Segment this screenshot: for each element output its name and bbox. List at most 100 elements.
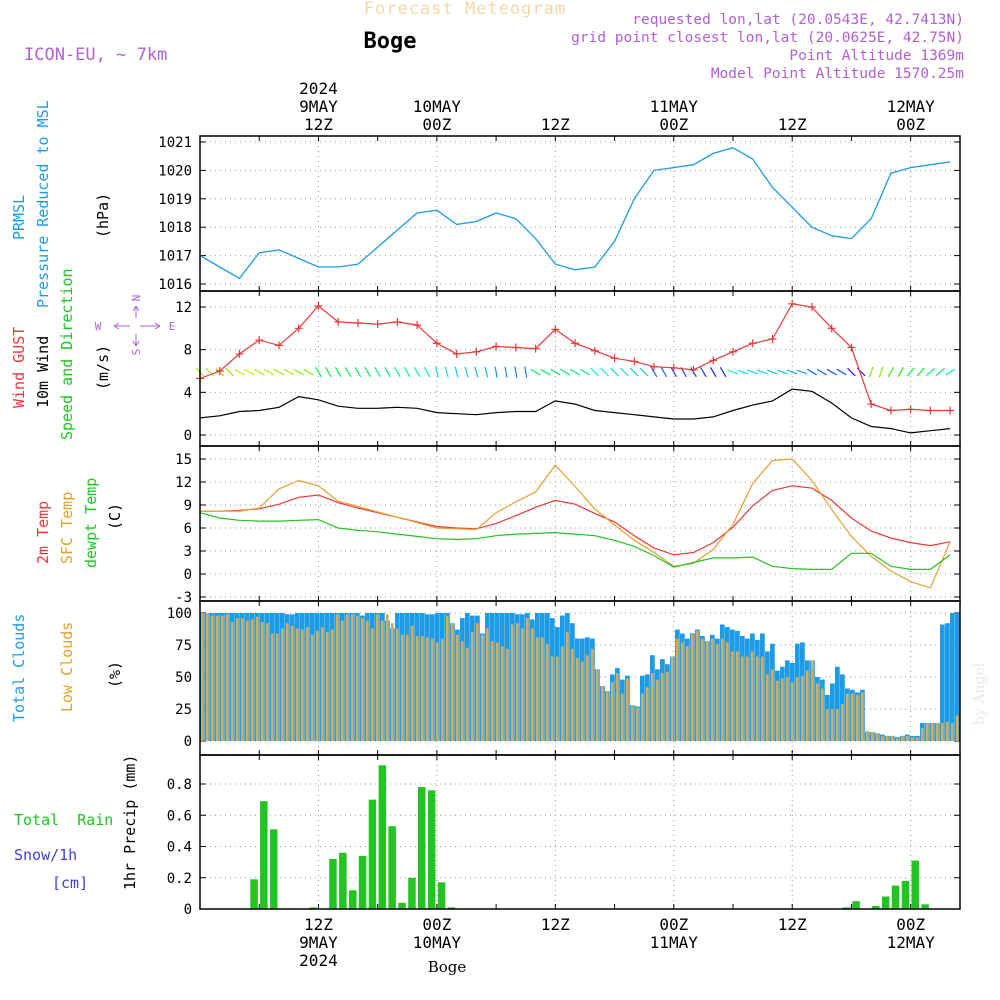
low-cloud-bar [580,661,584,741]
low-cloud-bar [430,638,434,741]
compass-w: W [95,320,102,333]
wind-arrow [610,367,619,377]
wind-direction-arrows [195,366,956,378]
low-cloud-bar [560,646,564,741]
low-cloud-bar [410,625,414,741]
top-time-label: 12Z [541,115,570,134]
wind-arrow [254,368,265,376]
gust-marker [630,357,639,366]
top-time-label: 00Z [896,115,925,134]
top-time-label: 11MAY [650,97,699,116]
rain-bar [881,896,890,909]
low-cloud-bar [505,648,509,741]
low-cloud-bar [575,657,579,741]
top-time-label: 12MAY [887,97,936,116]
bottom-time-label: 11MAY [650,933,699,952]
rain-bar [309,907,317,909]
low-cloud-bar [420,636,424,741]
gust-marker [274,341,283,350]
low-cloud-bar [650,673,654,741]
precip-panel: Total Rain Snow/1h [cm] 1hr Precip (mm) … [14,754,961,918]
wind-arrow [303,368,314,376]
low-cloud-bar [930,723,934,741]
top-time-label: 10MAY [413,97,462,116]
low-cloud-bar [360,618,364,741]
low-cloud-bar [295,628,299,741]
low-cloud-bar [425,637,429,741]
low-cloud-bar [935,723,939,741]
clouds-ytick-label: 100 [167,606,192,622]
temp-ytick-label: -3 [175,590,192,606]
low-cloud-bar [620,693,624,741]
total-cloud-bar [940,624,945,741]
wind-label-10m: 10m Wind [34,336,52,408]
low-cloud-bar [825,709,829,741]
low-cloud-bar [640,693,644,741]
rain-bar [418,787,426,909]
rain-bar [408,877,416,910]
low-cloud-bar [605,691,609,741]
bottom-time-label: 12MAY [887,933,936,952]
low-cloud-bar [790,682,794,741]
prmsl-line [199,146,951,280]
wind-arrow [344,366,352,378]
low-cloud-bar [530,628,534,741]
low-cloud-bar [625,678,629,741]
gust-marker [807,303,816,311]
wind-arrow [639,367,649,377]
low-cloud-bar [415,636,419,741]
rain-bar [368,799,377,909]
wind-arrow [700,366,707,378]
bottom-time-label: 00Z [896,915,925,934]
low-cloud-bar [435,642,439,741]
wind-arrow [315,366,322,378]
low-cloud-bar [910,737,914,741]
wind-arrow [283,368,294,376]
dew-line [199,512,951,570]
bottom-time-label: 2024 [299,951,338,970]
low-cloud-bar [550,656,554,741]
low-cloud-bar [615,673,619,741]
low-cloud-bar [565,632,569,741]
wind-arrow [757,369,769,375]
wind-arrow [444,366,449,378]
low-cloud-bar [330,629,334,741]
low-cloud-bar [875,733,879,741]
precip-ytick-label: 0.8 [167,777,192,793]
low-cloud-bar [870,732,874,741]
low-cloud-bar [855,694,859,741]
pressure-label-prmsl: PRMSL [10,195,28,240]
low-cloud-bar [775,680,779,741]
pressure-panel: PRMSL Pressure Reduced to MSL (hPa) 1016… [10,100,961,308]
bottom-time-label: 00Z [422,915,451,934]
low-cloud-bar [465,647,469,741]
cloud-bars [200,613,960,741]
rain-bar [260,801,268,909]
low-cloud-bar [220,615,224,741]
clouds-panel: Total Clouds Low Clouds (%) 0 25 50 75 100 [10,600,961,756]
low-cloud-bar [730,651,734,741]
wind-arrow [836,368,847,376]
wind-arrow [847,367,856,377]
requested-coords: requested lon,lat (20.0543E, 42.7413N) [632,12,964,28]
low-cloud-bar [445,615,449,741]
gust-marker [590,346,599,355]
low-cloud-bar [385,614,389,741]
low-cloud-bar [725,642,729,741]
gust-marker [511,343,520,352]
low-cloud-bar [635,707,639,741]
compass-s: S [130,349,143,356]
rain-bar [358,855,367,909]
wind-arrow [244,368,255,376]
wind-arrow [887,366,895,378]
gust-marker [847,343,856,352]
low-cloud-bar [400,634,404,741]
low-cloud-bar [740,656,744,741]
wind-arrow [264,368,275,376]
pressure-ytick-label: 1020 [158,163,192,179]
gust-marker [768,335,777,343]
temp-label-sfc: SFC Temp [58,492,76,564]
low-cloud-bar [455,634,459,741]
t2m-line [200,485,951,556]
low-cloud-bar [940,723,944,741]
